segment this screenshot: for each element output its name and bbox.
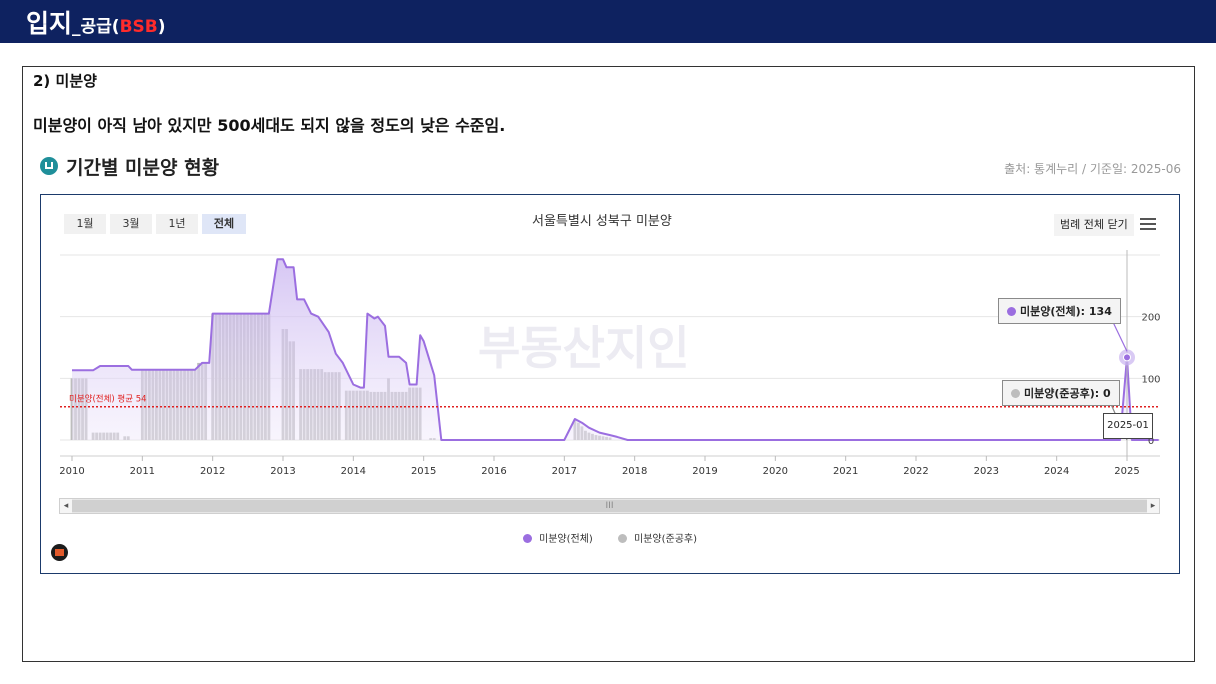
title-main: 입지 [26, 9, 73, 38]
legend-item-total[interactable]: 미분양(전체) [523, 530, 593, 545]
scroll-left-icon[interactable]: ◂ [60, 499, 72, 513]
source-note: 출처: 통계누리 / 기준일: 2025-06 [1004, 162, 1181, 176]
title-sub: _공급 [72, 17, 112, 37]
scroll-right-icon[interactable]: ▸ [1147, 499, 1159, 513]
scroll-thumb[interactable]: III [72, 500, 1147, 512]
range-button-1m[interactable]: 1월 [64, 214, 106, 234]
crosshair-date-label: 2025-01 [1103, 413, 1153, 439]
chart-scrollbar[interactable]: ◂ III ▸ [59, 498, 1160, 514]
range-button-all[interactable]: 전체 [202, 214, 246, 234]
y-tick-label: 100 [1141, 374, 1160, 385]
house-icon [40, 157, 58, 175]
x-tick-label: 2014 [341, 466, 366, 477]
tooltip-total: 미분양(전체): 134 [998, 298, 1121, 324]
tooltip-completed-marker [1011, 389, 1020, 398]
section-title: 2) 미분양 [33, 72, 97, 90]
x-tick-label: 2015 [411, 466, 436, 477]
x-tick-label: 2012 [200, 466, 225, 477]
content-box [22, 66, 1195, 662]
x-tick-label: 2024 [1044, 466, 1069, 477]
title-open-paren: ( [111, 17, 120, 37]
watermark-logo: 부동산지인 [478, 321, 690, 375]
x-tick-label: 2020 [763, 466, 788, 477]
x-tick-label: 2023 [974, 466, 999, 477]
legend-dot-completed [618, 534, 627, 543]
x-tick-label: 2019 [692, 466, 717, 477]
legend-dot-total [523, 534, 532, 543]
chart-title: 서울특별시 성북구 미분양 [532, 214, 672, 229]
chart-frame [40, 194, 1180, 574]
x-tick-label: 2025 [1114, 466, 1139, 477]
legend-close-button[interactable]: 범례 전체 닫기 [1054, 214, 1134, 236]
x-tick-label: 2018 [622, 466, 647, 477]
slide-title: 입지_공급(BSB) [26, 4, 166, 40]
tooltip-completed-text: 미분양(준공후): 0 [1024, 387, 1111, 400]
hamburger-menu-icon[interactable] [1140, 218, 1156, 230]
range-button-3m[interactable]: 3월 [110, 214, 152, 234]
legend-label-total: 미분양(전체) [539, 534, 593, 545]
x-tick-label: 2010 [59, 466, 84, 477]
tooltip-total-marker [1007, 307, 1016, 316]
legend-item-completed[interactable]: 미분양(준공후) [618, 530, 697, 545]
x-tick-label: 2013 [270, 466, 295, 477]
average-line-label: 미분양(전체) 평균 54 [69, 394, 147, 405]
slide-header-bar [0, 0, 1216, 43]
title-close-paren: ) [157, 17, 166, 37]
title-accent: BSB [119, 17, 158, 37]
tooltip-total-text: 미분양(전체): 134 [1020, 305, 1112, 318]
total-area [72, 259, 1159, 440]
x-tick-label: 2011 [130, 466, 155, 477]
chart-panel-heading: 기간별 미분양 현황 [66, 157, 220, 179]
total-line [72, 258, 1159, 441]
x-tick-label: 2016 [481, 466, 506, 477]
hover-point-total [1123, 353, 1131, 362]
y-tick-label: 0 [1148, 436, 1154, 447]
legend-label-completed: 미분양(준공후) [634, 534, 698, 545]
summary-text: 미분양이 아직 남아 있지만 500세대도 되지 않을 정도의 낮은 수준임. [33, 116, 506, 135]
tooltip-connector-total [1111, 319, 1128, 352]
x-tick-label: 2021 [833, 466, 858, 477]
x-tick-label: 2017 [552, 466, 577, 477]
range-button-1y[interactable]: 1년 [156, 214, 198, 234]
home-icon[interactable] [51, 544, 68, 561]
y-tick-label: 200 [1141, 313, 1160, 324]
tooltip-completed: 미분양(준공후): 0 [1002, 380, 1120, 406]
x-tick-label: 2022 [903, 466, 928, 477]
